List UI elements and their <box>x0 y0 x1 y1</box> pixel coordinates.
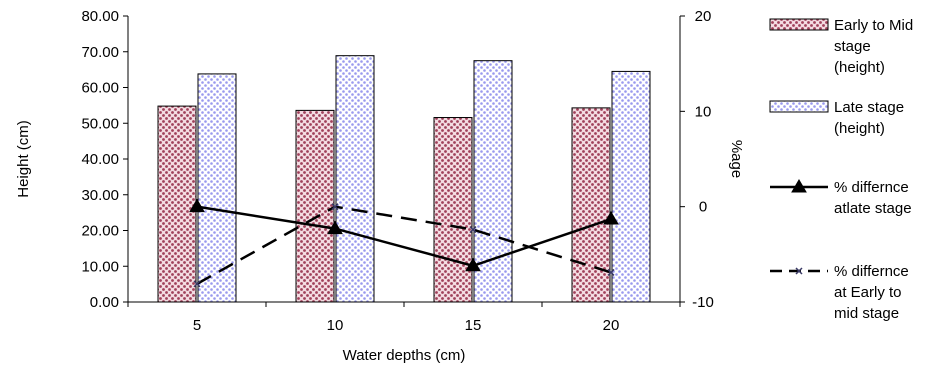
x-tick-label: 15 <box>465 317 482 334</box>
legend-entry-4-label: % differnce <box>834 263 909 280</box>
y-tick-label: 70.00 <box>81 44 119 61</box>
bar-series2-20 <box>611 70 651 303</box>
line-series1 <box>196 205 612 268</box>
y-tick-label: 0.00 <box>90 294 119 311</box>
y-tick-label: 40.00 <box>81 151 119 168</box>
line-series2 <box>196 205 612 285</box>
y-tick-label: 50.00 <box>81 115 119 132</box>
bar-series2-15 <box>473 60 513 303</box>
line-series2-point-20 <box>607 268 615 276</box>
x-tick-label: 20 <box>603 317 620 334</box>
y2-tick-label: 10 <box>695 103 712 120</box>
line-series2-point-5 <box>193 280 201 288</box>
line-series1-point-15 <box>465 257 481 272</box>
lines-layer <box>189 198 619 288</box>
line-series1-point-5 <box>189 198 205 213</box>
y-axis-title: Height (cm) <box>15 120 32 198</box>
legend-entry-1-label: (height) <box>834 59 885 76</box>
legend-entry-3-marker <box>791 179 807 193</box>
bar-series1-15 <box>433 117 473 303</box>
line-series2-point-10 <box>331 203 339 211</box>
legend-entry-2-label: (height) <box>834 120 885 137</box>
y-tick-label: 30.00 <box>81 187 119 204</box>
bars-layer <box>157 55 651 303</box>
bar-series2-5 <box>197 73 237 303</box>
bar-series1-20 <box>571 107 611 303</box>
line-series1-point-10 <box>327 220 343 235</box>
y2-tick-label: 0 <box>699 199 707 216</box>
axes-layer: 0.00 10.00 20.00 30.00 40.00 50.00 60.00 70.00 8… <box>15 8 745 364</box>
legend-entry-2-swatch <box>769 100 829 113</box>
line-series1-point-20 <box>603 211 619 225</box>
y2-tick-label: 20 <box>695 8 712 25</box>
legend-entry-3-label: % differnce <box>834 179 909 196</box>
legend: Early to Mid stage (height) Late stage (heig… <box>769 17 913 322</box>
legend-entry-3-label: atlate stage <box>834 200 912 217</box>
y2-tick-label: -10 <box>692 294 714 311</box>
bar-series1-5 <box>157 105 197 303</box>
y-tick-label: 60.00 <box>81 80 119 97</box>
y-tick-label: 80.00 <box>81 8 119 25</box>
y2-axis-title: %age <box>728 140 745 178</box>
legend-entry-4-label: at Early to <box>834 284 902 301</box>
x-tick-label: 10 <box>327 317 344 334</box>
y-tick-label: 20.00 <box>81 223 119 240</box>
x-axis-title: Water depths (cm) <box>343 347 466 364</box>
y-tick-label: 10.00 <box>81 258 119 275</box>
line-series2-point-15 <box>469 226 477 234</box>
legend-entry-1-label: stage <box>834 38 871 55</box>
legend-entry-4-label: mid stage <box>834 305 899 322</box>
x-tick-label: 5 <box>193 317 201 334</box>
bar-series1-10 <box>295 109 335 303</box>
legend-entry-2-label: Late stage <box>834 99 904 116</box>
legend-entry-1-label: Early to Mid <box>834 17 913 34</box>
bar-series2-10 <box>335 55 375 303</box>
legend-entry-1-swatch <box>769 18 829 31</box>
legend-entry-4-marker <box>795 267 803 275</box>
